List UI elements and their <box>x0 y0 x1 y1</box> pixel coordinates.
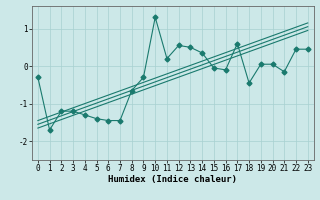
X-axis label: Humidex (Indice chaleur): Humidex (Indice chaleur) <box>108 175 237 184</box>
